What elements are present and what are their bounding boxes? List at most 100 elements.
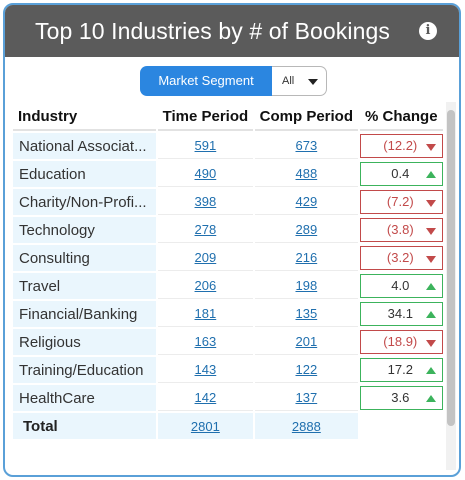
comp-period-cell: 137 <box>255 385 358 411</box>
table-row: Consulting 209 216 (3.2) <box>13 245 443 271</box>
percent-change-badge: (12.2) <box>359 134 443 158</box>
comp-period-link[interactable]: 201 <box>295 334 318 349</box>
time-period-cell: 181 <box>157 301 254 327</box>
percent-change-value: (3.2) <box>386 250 414 265</box>
percent-change-value: 4.0 <box>391 278 410 293</box>
comp-period-link[interactable]: 673 <box>295 138 318 153</box>
time-period-link[interactable]: 398 <box>194 194 217 209</box>
percent-change-badge: (7.2) <box>359 190 443 214</box>
comp-period-link[interactable]: 488 <box>295 166 318 181</box>
widget-title: Top 10 Industries by # of Bookings <box>35 18 391 44</box>
time-period-link[interactable]: 591 <box>194 138 217 153</box>
industry-cell: National Associat... <box>13 133 156 159</box>
time-period-link[interactable]: 278 <box>194 222 217 237</box>
time-period-cell: 143 <box>157 357 254 383</box>
percent-change-cell: 17.2 <box>359 357 443 383</box>
total-change-cell <box>360 413 443 439</box>
bookings-widget: Top 10 Industries by # of Bookings i Mar… <box>3 3 461 477</box>
comp-period-link[interactable]: 429 <box>295 194 318 209</box>
percent-change-cell: (3.2) <box>359 245 443 271</box>
comp-period-cell: 673 <box>255 133 358 159</box>
industries-table: Industry Time Period Comp Period % Chang… <box>11 102 445 441</box>
time-period-cell: 591 <box>157 133 254 159</box>
market-segment-button[interactable]: Market Segment <box>140 66 272 96</box>
arrow-up-icon <box>426 367 436 374</box>
comp-period-cell: 429 <box>255 189 358 215</box>
percent-change-badge: (3.8) <box>359 218 443 242</box>
arrow-down-icon <box>426 256 436 263</box>
comp-period-cell: 198 <box>255 273 358 299</box>
total-time-period-cell: 2801 <box>157 413 254 439</box>
percent-change-badge: 0.4 <box>359 162 443 186</box>
comp-period-link[interactable]: 137 <box>295 390 318 405</box>
comp-period-cell: 289 <box>255 217 358 243</box>
segment-select[interactable]: All <box>272 66 327 96</box>
column-header-percent-change[interactable]: % Change <box>359 104 443 131</box>
comp-period-cell: 135 <box>255 301 358 327</box>
total-label: Total <box>13 413 156 439</box>
table-row: Technology 278 289 (3.8) <box>13 217 443 243</box>
time-period-link[interactable]: 206 <box>194 278 217 293</box>
segment-select-value: All <box>282 75 295 87</box>
time-period-cell: 163 <box>157 329 254 355</box>
percent-change-cell: (3.8) <box>359 217 443 243</box>
percent-change-value: (7.2) <box>386 194 414 209</box>
time-period-cell: 490 <box>157 161 254 187</box>
percent-change-cell: (12.2) <box>359 133 443 159</box>
percent-change-cell: 4.0 <box>359 273 443 299</box>
table-row: Financial/Banking 181 135 34.1 <box>13 301 443 327</box>
scrollbar-thumb[interactable] <box>447 110 455 426</box>
industry-cell: Religious <box>13 329 156 355</box>
percent-change-badge: 34.1 <box>359 302 443 326</box>
arrow-down-icon <box>426 340 436 347</box>
time-period-link[interactable]: 490 <box>194 166 217 181</box>
industry-cell: Charity/Non-Profi... <box>13 189 156 215</box>
industry-cell: Travel <box>13 273 156 299</box>
table-row: Travel 206 198 4.0 <box>13 273 443 299</box>
column-header-comp-period[interactable]: Comp Period <box>255 104 358 131</box>
industry-cell: Consulting <box>13 245 156 271</box>
time-period-link[interactable]: 143 <box>194 362 217 377</box>
industry-cell: Financial/Banking <box>13 301 156 327</box>
time-period-link[interactable]: 209 <box>194 250 217 265</box>
widget-header: Top 10 Industries by # of Bookings i <box>5 5 459 57</box>
table-row: Charity/Non-Profi... 398 429 (7.2) <box>13 189 443 215</box>
industries-table-container: Industry Time Period Comp Period % Chang… <box>11 102 445 442</box>
percent-change-value: (12.2) <box>383 138 418 153</box>
time-period-link[interactable]: 163 <box>194 334 217 349</box>
industry-cell: HealthCare <box>13 385 156 411</box>
arrow-down-icon <box>426 200 436 207</box>
time-period-link[interactable]: 142 <box>194 390 217 405</box>
total-row: Total 2801 2888 <box>13 413 443 439</box>
comp-period-link[interactable]: 289 <box>295 222 318 237</box>
vertical-scrollbar[interactable] <box>446 102 456 470</box>
column-header-industry[interactable]: Industry <box>13 104 156 131</box>
time-period-link[interactable]: 181 <box>194 306 217 321</box>
percent-change-value: 0.4 <box>391 166 410 181</box>
percent-change-badge: 17.2 <box>359 358 443 382</box>
percent-change-cell: (7.2) <box>359 189 443 215</box>
percent-change-value: (3.8) <box>386 222 414 237</box>
time-period-cell: 142 <box>157 385 254 411</box>
time-period-cell: 398 <box>157 189 254 215</box>
arrow-up-icon <box>426 283 436 290</box>
table-row: National Associat... 591 673 (12.2) <box>13 133 443 159</box>
comp-period-link[interactable]: 122 <box>295 362 318 377</box>
total-time-period-link[interactable]: 2801 <box>190 418 220 434</box>
percent-change-badge: 4.0 <box>359 274 443 298</box>
total-comp-period-link[interactable]: 2888 <box>291 418 321 434</box>
arrow-down-icon <box>426 228 436 235</box>
column-header-time-period[interactable]: Time Period <box>157 104 254 131</box>
info-icon[interactable]: i <box>419 22 437 40</box>
percent-change-badge: (3.2) <box>359 246 443 270</box>
comp-period-link[interactable]: 135 <box>295 306 318 321</box>
table-row: Education 490 488 0.4 <box>13 161 443 187</box>
table-row: Religious 163 201 (18.9) <box>13 329 443 355</box>
table-row: HealthCare 142 137 3.6 <box>13 385 443 411</box>
chevron-down-icon <box>308 79 318 85</box>
comp-period-link[interactable]: 216 <box>295 250 318 265</box>
percent-change-value: (18.9) <box>383 334 418 349</box>
comp-period-cell: 488 <box>255 161 358 187</box>
comp-period-link[interactable]: 198 <box>295 278 318 293</box>
percent-change-cell: (18.9) <box>359 329 443 355</box>
